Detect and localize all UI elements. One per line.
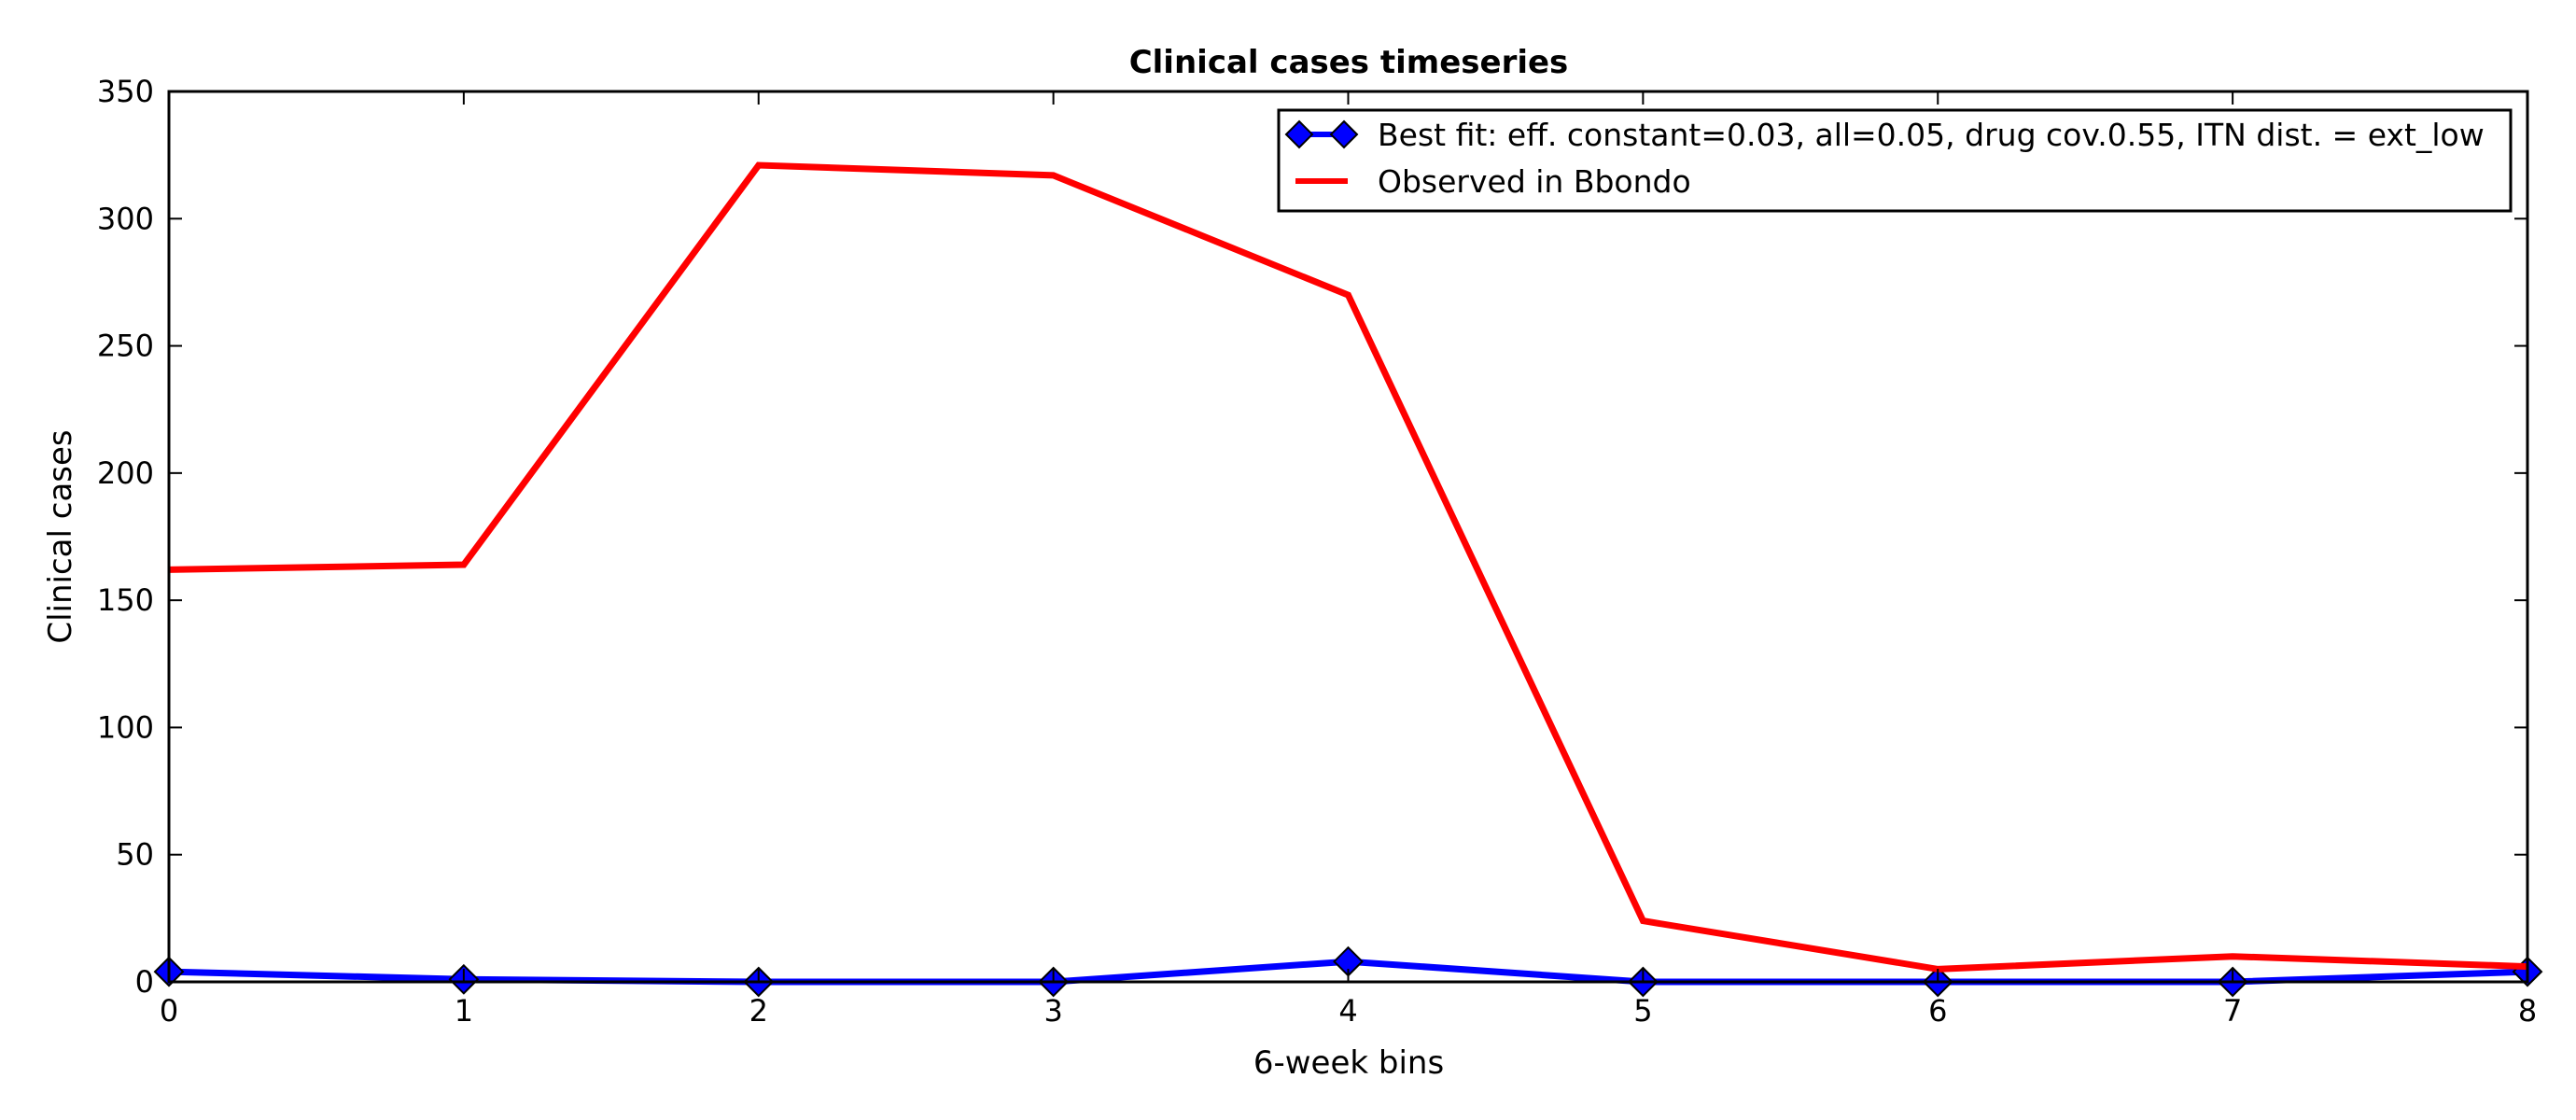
legend-box <box>1277 108 2513 213</box>
x-tick-label-0: 0 <box>160 993 178 1029</box>
x-tick-label-6: 6 <box>1928 993 1947 1029</box>
series-line-1 <box>168 161 2528 973</box>
x-tick-label-2: 2 <box>749 993 768 1029</box>
y-tick-label-250: 250 <box>97 329 154 364</box>
y-tick-label-50: 50 <box>116 837 154 873</box>
chart-title: Clinical cases timeseries <box>1129 44 1569 81</box>
x-tick-label-5: 5 <box>1633 993 1652 1029</box>
y-tick-label-100: 100 <box>97 709 154 745</box>
legend: Best fit: eff. constant=0.03, all=0.05, … <box>1277 108 2513 213</box>
x-tick-label-8: 8 <box>2518 993 2537 1029</box>
legend-best-fit-label: Best fit: eff. constant=0.03, all=0.05, … <box>1378 117 2485 153</box>
x-tick-label-3: 3 <box>1043 993 1062 1029</box>
legend-best-fit-marker-left <box>1284 119 1314 149</box>
y-axis-label: Clinical cases <box>42 429 79 643</box>
x-tick-label-4: 4 <box>1338 993 1357 1029</box>
series-1 <box>168 161 2528 973</box>
x-tick-label-7: 7 <box>2223 993 2242 1029</box>
y-tick-label-350: 350 <box>97 74 154 109</box>
ticks-layer: 0 1 2 3 4 5 6 7 8 0 50 100 150 200 250 300 350 <box>97 74 2537 1029</box>
y-tick-label-200: 200 <box>97 455 154 491</box>
plot-area: 0 1 2 3 4 5 6 7 8 0 50 100 150 200 250 300 350 <box>97 74 2543 1029</box>
legend-observed-label: Observed in Bbondo <box>1378 163 1691 200</box>
y-tick-label-150: 150 <box>97 582 154 618</box>
x-tick-label-1: 1 <box>455 993 473 1029</box>
y-tick-label-0: 0 <box>135 964 154 1000</box>
legend-best-fit-marker-right <box>1329 119 1359 149</box>
y-tick-label-300: 300 <box>97 201 154 236</box>
x-axis-label: 6-week bins <box>1253 1044 1444 1082</box>
